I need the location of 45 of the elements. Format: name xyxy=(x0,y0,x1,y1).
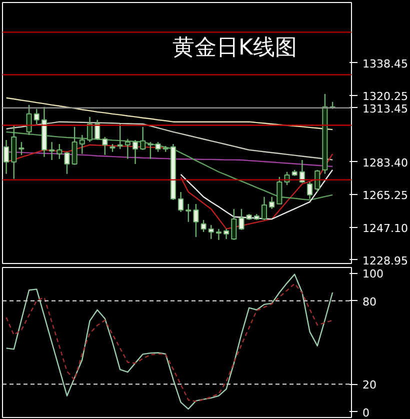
y-tick-label: 1228.95 xyxy=(362,254,408,268)
candlestick xyxy=(224,228,230,240)
candlestick xyxy=(64,151,70,174)
y-tick-label: 1338.45 xyxy=(362,57,408,70)
candlestick xyxy=(148,141,154,160)
text: 黄金日K线图 xyxy=(172,36,297,60)
candlestick xyxy=(178,191,184,213)
candlestick xyxy=(18,141,24,156)
candlestick xyxy=(4,139,10,174)
y-tick-label: 1247.10 xyxy=(362,222,408,235)
y-tick-label: 20 xyxy=(362,378,376,392)
y-tick-label: 1265.25 xyxy=(362,189,408,202)
candlestick xyxy=(79,134,85,154)
candlestick xyxy=(314,169,320,193)
candlestick xyxy=(26,104,32,136)
candlestick xyxy=(34,108,40,125)
candlestick xyxy=(231,208,237,241)
candlestick xyxy=(72,126,78,166)
candlestick xyxy=(306,181,313,200)
candlestick xyxy=(132,139,138,165)
candlestick xyxy=(200,219,206,233)
candlestick xyxy=(124,138,130,160)
line-series xyxy=(6,97,334,130)
y-tick-label: 80 xyxy=(362,295,376,308)
candlestick xyxy=(56,143,62,160)
candlestick xyxy=(216,228,222,241)
y-tick-label: 1313.45 xyxy=(362,102,408,116)
candlestick xyxy=(155,141,161,152)
candlestick xyxy=(208,224,214,240)
candlestick xyxy=(193,203,199,238)
candlestick xyxy=(261,196,268,221)
y-tick-label: 100 xyxy=(362,268,384,281)
y-tick-label: 1320.25 xyxy=(362,90,408,104)
candlestick xyxy=(186,203,192,223)
y-tick-label: 1283.40 xyxy=(362,156,408,170)
candlestick xyxy=(238,208,244,231)
candlestick xyxy=(94,119,100,141)
candlestick xyxy=(276,176,282,205)
candlestick xyxy=(102,136,108,156)
candlestick xyxy=(86,116,93,143)
candlestick xyxy=(269,196,275,210)
candlestick xyxy=(117,123,123,150)
candlestick xyxy=(140,126,146,151)
y-tick-label: 0 xyxy=(362,406,370,419)
candlestick xyxy=(49,141,55,161)
